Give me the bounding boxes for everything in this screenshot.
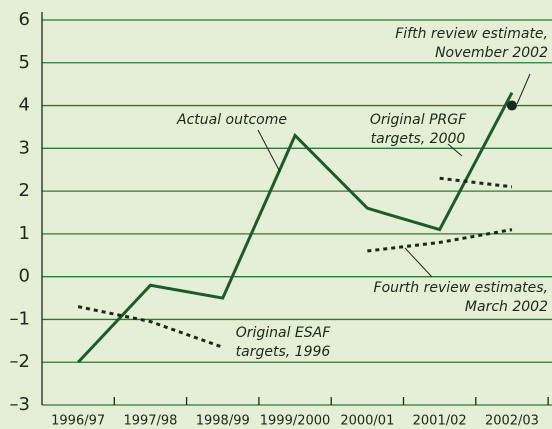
annotation: March 2002 — [465, 299, 548, 315]
annotation: Actual outcome — [176, 112, 287, 128]
annotation: November 2002 — [435, 45, 548, 61]
point — [506, 100, 517, 111]
x-tick-label: 1996/97 — [51, 414, 105, 429]
y-tick-label: –2 — [10, 351, 30, 372]
y-tick-label: 4 — [19, 95, 30, 116]
x-tick-label: 1997/98 — [123, 414, 177, 429]
annotation: targets, 1996 — [236, 344, 331, 360]
x-tick-label: 1998/99 — [196, 414, 250, 429]
y-tick-label: 5 — [19, 52, 30, 73]
y-tick-label: 3 — [19, 137, 30, 158]
y-tick-label: 6 — [19, 9, 30, 30]
leader-line — [404, 247, 433, 278]
leader-line — [257, 129, 281, 173]
leader-line — [447, 143, 463, 157]
annotation: Original PRGF — [370, 112, 467, 128]
leader-line — [516, 73, 531, 105]
y-tick-label: –3 — [10, 394, 30, 415]
series-line — [77, 305, 224, 349]
x-tick-label: 2002/03 — [485, 414, 539, 429]
series-line — [367, 228, 513, 253]
y-tick-label: –1 — [10, 308, 30, 329]
x-tick-label: 2001/02 — [413, 414, 467, 429]
x-tick-label: 1999/2000 — [260, 414, 331, 429]
annotation: Original ESAF — [236, 325, 332, 341]
y-tick-label: 1 — [19, 223, 30, 244]
annotation: Fifth review estimate, — [395, 26, 548, 42]
y-tick-label: 2 — [19, 180, 30, 201]
x-tick-label: 2000/01 — [340, 414, 394, 429]
annotation: Fourth review estimates, — [374, 280, 548, 296]
series-line — [77, 92, 514, 364]
y-tick-label: 0 — [19, 266, 30, 287]
series-line — [439, 176, 513, 189]
annotation: targets, 2000 — [371, 131, 466, 147]
